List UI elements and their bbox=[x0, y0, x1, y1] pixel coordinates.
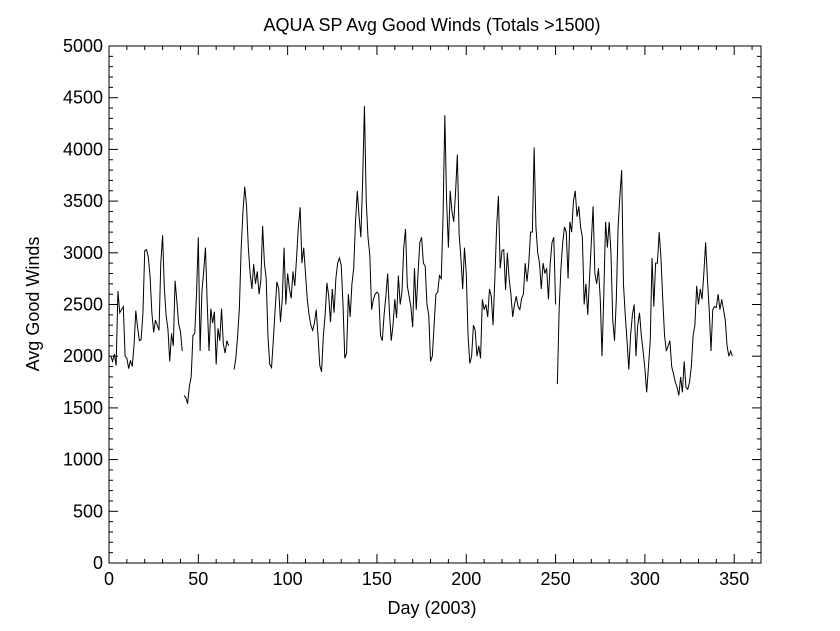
x-tick-label: 350 bbox=[719, 569, 749, 589]
x-tick-label: 0 bbox=[104, 569, 114, 589]
x-tick-label: 50 bbox=[188, 569, 208, 589]
x-tick-label: 250 bbox=[541, 569, 571, 589]
y-tick-label: 2500 bbox=[63, 295, 103, 315]
data-series bbox=[110, 105, 733, 404]
series-line-segment-4 bbox=[556, 170, 733, 396]
y-tick-label: 500 bbox=[73, 501, 103, 521]
y-tick-label: 2000 bbox=[63, 346, 103, 366]
chart-title: AQUA SP Avg Good Winds (Totals >1500) bbox=[263, 15, 600, 35]
x-axis: 0 50 100 150 200 250 300 350 bbox=[104, 46, 753, 589]
series-line-segment-1 bbox=[110, 235, 183, 369]
x-axis-label: Day (2003) bbox=[387, 598, 476, 618]
x-tick-label: 300 bbox=[630, 569, 660, 589]
y-tick-label: 4500 bbox=[63, 88, 103, 108]
x-tick-label: 100 bbox=[273, 569, 303, 589]
y-tick-label: 3000 bbox=[63, 243, 103, 263]
y-axis: 0 500 1000 1500 2000 2500 3000 3500 4000 4500 5000 bbox=[63, 36, 761, 573]
y-tick-label: 4000 bbox=[63, 139, 103, 159]
y-tick-label: 3500 bbox=[63, 191, 103, 211]
y-tick-label: 1500 bbox=[63, 398, 103, 418]
y-axis-label: Avg Good Winds bbox=[23, 237, 43, 372]
series-line-segment-3 bbox=[233, 105, 557, 372]
y-tick-label: 5000 bbox=[63, 36, 103, 56]
x-tick-label: 150 bbox=[362, 569, 392, 589]
x-tick-label: 200 bbox=[451, 569, 481, 589]
series-line-segment-2 bbox=[183, 237, 230, 404]
y-tick-label: 0 bbox=[93, 553, 103, 573]
y-tick-label: 1000 bbox=[63, 450, 103, 470]
